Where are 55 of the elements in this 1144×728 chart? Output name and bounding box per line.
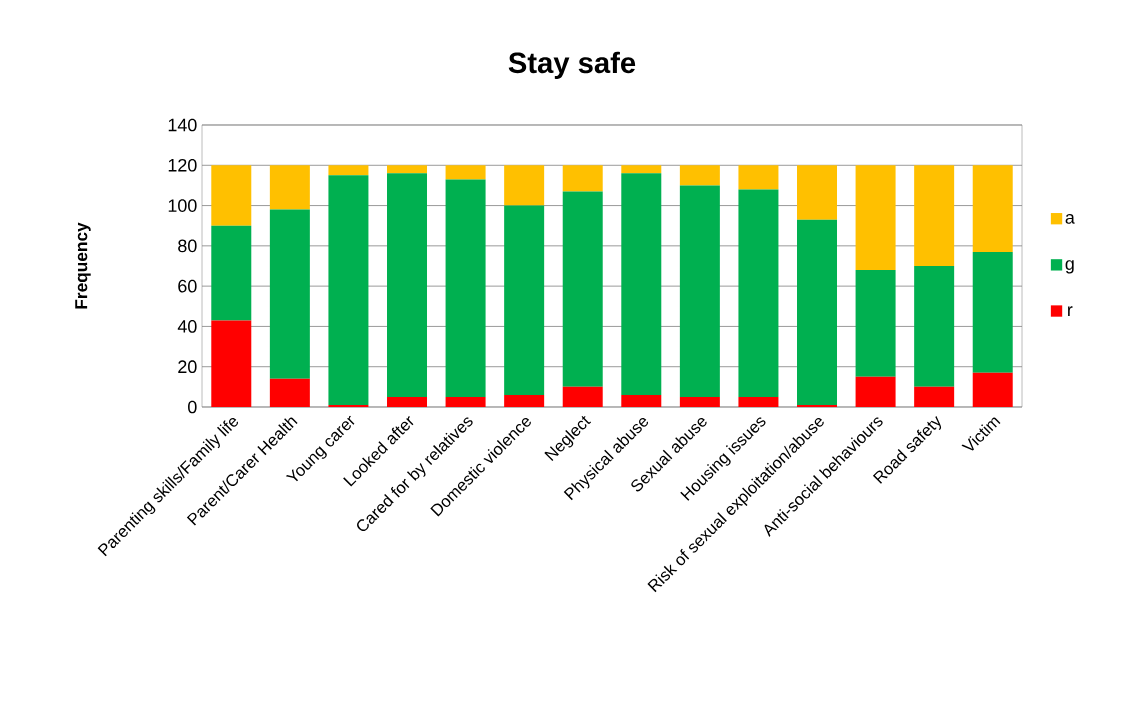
bar (738, 396, 779, 407)
bar (738, 165, 779, 190)
bar (562, 191, 603, 387)
legend-label: a (1065, 214, 1075, 224)
legend-label: r (1068, 306, 1073, 316)
bar (855, 165, 896, 271)
bar (387, 396, 428, 407)
bar (797, 165, 838, 220)
bar (269, 165, 310, 210)
bar (972, 372, 1013, 407)
bar (621, 394, 662, 407)
bar (914, 386, 955, 407)
bar (914, 165, 955, 266)
bar (211, 165, 252, 226)
bar (504, 394, 545, 407)
bar (972, 251, 1013, 373)
bar (562, 386, 603, 407)
bar (621, 173, 662, 395)
y-tick-label: 120 (168, 158, 197, 172)
y-tick-label: 140 (168, 118, 197, 132)
bar (328, 175, 369, 405)
bar (328, 165, 369, 176)
bar (679, 185, 720, 397)
bar (328, 404, 369, 407)
bar (387, 165, 428, 174)
bar (855, 376, 896, 407)
bar (972, 165, 1013, 252)
bar (797, 219, 838, 405)
bar (855, 270, 896, 377)
y-tick-label: 20 (178, 360, 197, 374)
chart-title: Stay safe (508, 51, 636, 79)
legend-label: g (1065, 260, 1074, 274)
y-tick-label: 0 (188, 400, 197, 414)
y-tick-label: 40 (177, 320, 197, 333)
bar (679, 165, 720, 186)
bar (269, 378, 310, 407)
y-tick-label: 80 (178, 239, 197, 253)
bar (504, 205, 545, 395)
bar (914, 266, 955, 387)
bar (504, 165, 545, 206)
y-tick-label: 100 (168, 199, 197, 212)
bar (621, 165, 662, 174)
bar (797, 404, 838, 407)
bar (738, 189, 779, 397)
bar (445, 179, 486, 397)
bar (445, 396, 486, 407)
bar (445, 165, 486, 180)
bar (387, 173, 428, 397)
bar (211, 225, 252, 321)
bar (269, 209, 310, 379)
y-tick-label: 60 (178, 279, 197, 293)
bar (679, 396, 720, 407)
bar (562, 165, 603, 192)
bar (211, 320, 252, 407)
y-axis-title: Frequency (75, 222, 91, 309)
